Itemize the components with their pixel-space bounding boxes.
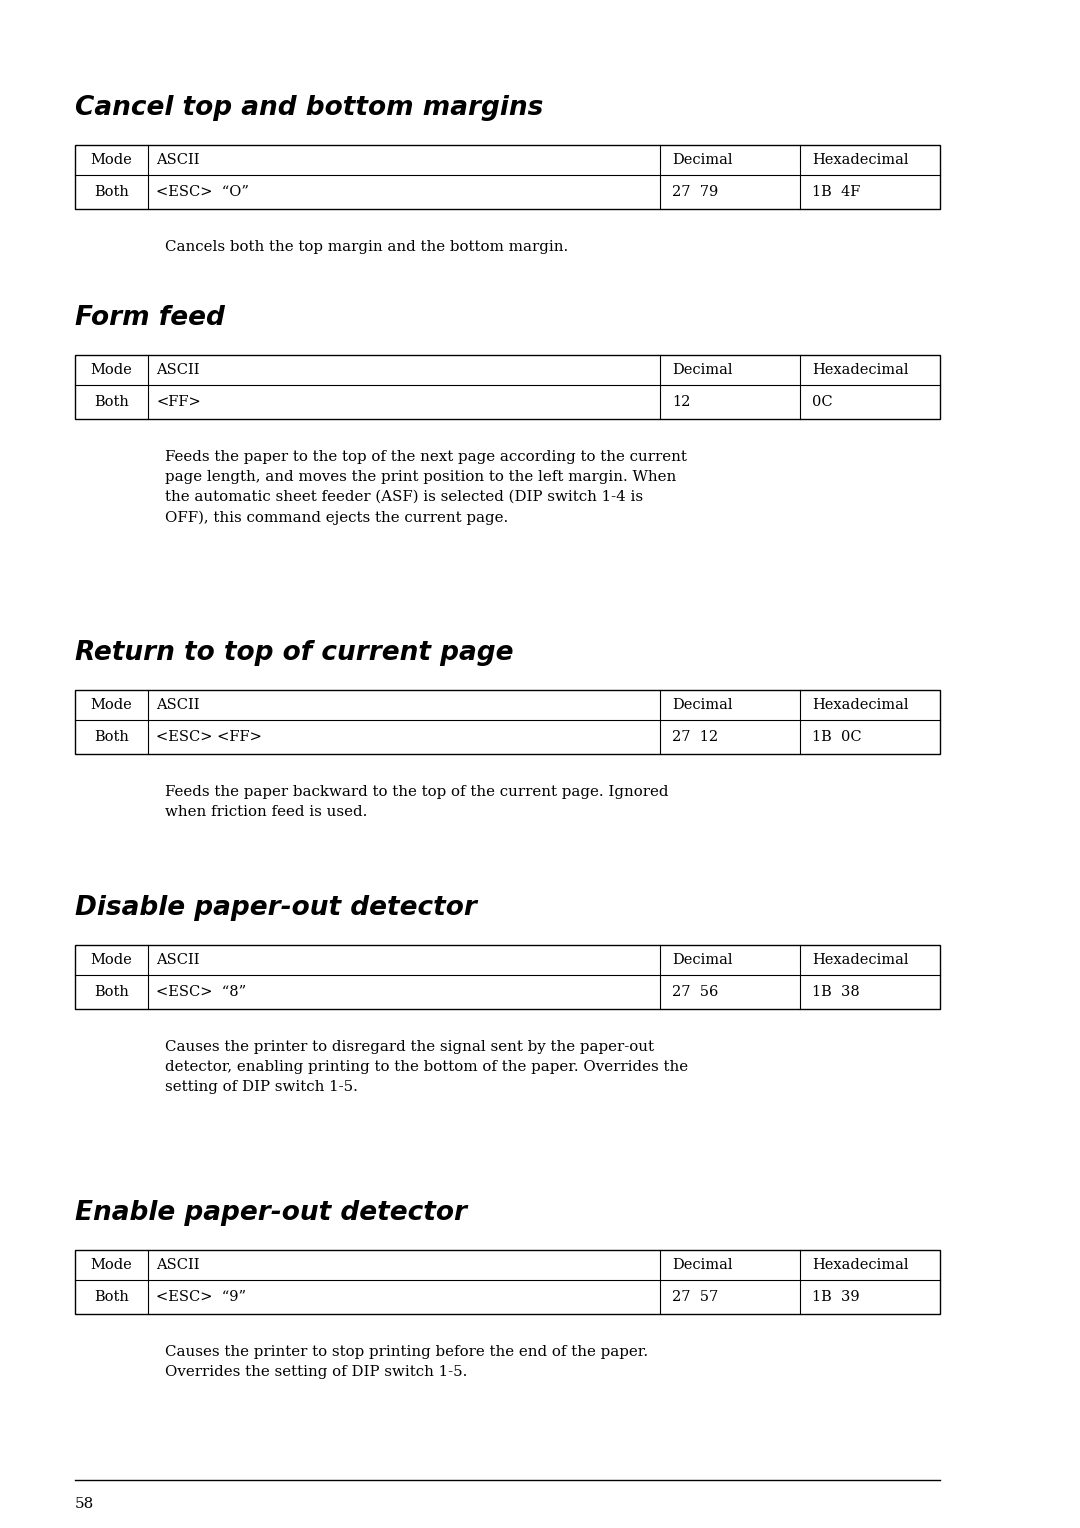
Text: Mode: Mode xyxy=(91,953,133,967)
Text: Decimal: Decimal xyxy=(672,364,732,377)
Text: <ESC> <FF>: <ESC> <FF> xyxy=(156,730,261,744)
Text: 58: 58 xyxy=(75,1497,94,1511)
Text: 27  56: 27 56 xyxy=(672,986,718,999)
Text: Decimal: Decimal xyxy=(672,953,732,967)
Text: Mode: Mode xyxy=(91,698,133,712)
Text: ASCII: ASCII xyxy=(156,698,200,712)
Text: Hexadecimal: Hexadecimal xyxy=(812,953,908,967)
Text: Causes the printer to stop printing before the end of the paper.
Overrides the s: Causes the printer to stop printing befo… xyxy=(165,1345,648,1380)
Text: Both: Both xyxy=(94,1290,129,1303)
Text: Decimal: Decimal xyxy=(672,1258,732,1271)
Text: 12: 12 xyxy=(672,396,690,410)
Bar xyxy=(75,354,940,419)
Text: Disable paper-out detector: Disable paper-out detector xyxy=(75,895,477,921)
Text: <ESC>  “O”: <ESC> “O” xyxy=(156,185,248,199)
Text: 0C: 0C xyxy=(812,396,833,410)
Bar xyxy=(75,1250,940,1314)
Text: Mode: Mode xyxy=(91,153,133,167)
Text: Form feed: Form feed xyxy=(75,306,225,332)
Text: Return to top of current page: Return to top of current page xyxy=(75,640,513,666)
Text: Decimal: Decimal xyxy=(672,153,732,167)
Bar xyxy=(75,145,940,209)
Text: 27  79: 27 79 xyxy=(672,185,718,199)
Text: 1B  4F: 1B 4F xyxy=(812,185,861,199)
Bar xyxy=(75,944,940,1008)
Text: Feeds the paper to the top of the next page according to the current
page length: Feeds the paper to the top of the next p… xyxy=(165,451,687,524)
Text: Mode: Mode xyxy=(91,1258,133,1271)
Text: 27  12: 27 12 xyxy=(672,730,718,744)
Text: Causes the printer to disregard the signal sent by the paper-out
detector, enabl: Causes the printer to disregard the sign… xyxy=(165,1041,688,1094)
Text: 1B  39: 1B 39 xyxy=(812,1290,860,1303)
Text: Hexadecimal: Hexadecimal xyxy=(812,1258,908,1271)
Text: 1B  0C: 1B 0C xyxy=(812,730,862,744)
Text: 1B  38: 1B 38 xyxy=(812,986,860,999)
Text: Mode: Mode xyxy=(91,364,133,377)
Text: ASCII: ASCII xyxy=(156,364,200,377)
Text: Hexadecimal: Hexadecimal xyxy=(812,364,908,377)
Text: Decimal: Decimal xyxy=(672,698,732,712)
Text: ASCII: ASCII xyxy=(156,953,200,967)
Text: Cancel top and bottom margins: Cancel top and bottom margins xyxy=(75,95,543,121)
Bar xyxy=(75,691,940,753)
Text: Hexadecimal: Hexadecimal xyxy=(812,153,908,167)
Text: ASCII: ASCII xyxy=(156,1258,200,1271)
Text: Enable paper-out detector: Enable paper-out detector xyxy=(75,1199,467,1225)
Text: Both: Both xyxy=(94,185,129,199)
Text: <FF>: <FF> xyxy=(156,396,201,410)
Text: <ESC>  “8”: <ESC> “8” xyxy=(156,986,246,999)
Text: Both: Both xyxy=(94,986,129,999)
Text: <ESC>  “9”: <ESC> “9” xyxy=(156,1290,246,1303)
Text: Feeds the paper backward to the top of the current page. Ignored
when friction f: Feeds the paper backward to the top of t… xyxy=(165,785,669,819)
Text: Cancels both the top margin and the bottom margin.: Cancels both the top margin and the bott… xyxy=(165,240,568,254)
Text: Hexadecimal: Hexadecimal xyxy=(812,698,908,712)
Text: 27  57: 27 57 xyxy=(672,1290,718,1303)
Text: ASCII: ASCII xyxy=(156,153,200,167)
Text: Both: Both xyxy=(94,730,129,744)
Text: Both: Both xyxy=(94,396,129,410)
